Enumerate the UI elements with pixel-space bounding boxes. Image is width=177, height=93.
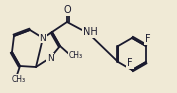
Text: CH₃: CH₃ — [69, 50, 83, 60]
Text: F: F — [127, 58, 133, 68]
Text: F: F — [145, 34, 151, 44]
Text: N: N — [47, 53, 53, 62]
Text: O: O — [63, 5, 71, 15]
Text: NH: NH — [83, 27, 98, 37]
Text: CH₃: CH₃ — [12, 74, 26, 84]
Text: N: N — [40, 33, 46, 43]
